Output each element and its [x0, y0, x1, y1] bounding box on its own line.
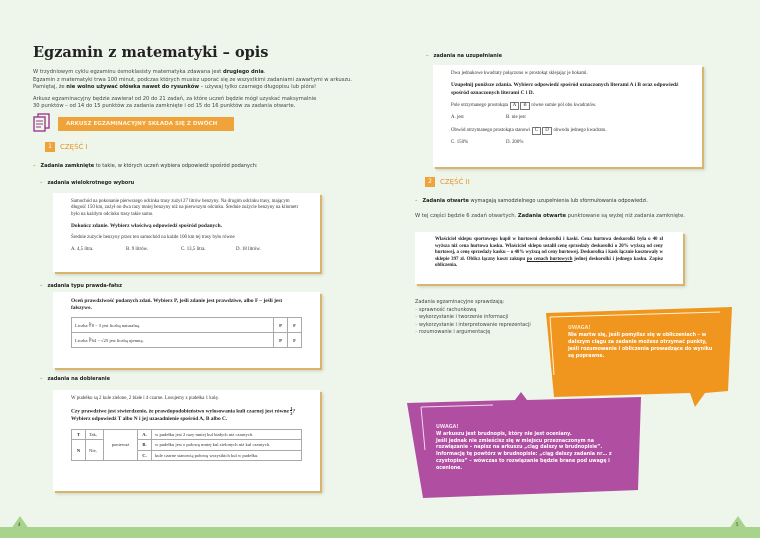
fill-label: – zadania na uzupełnianie	[426, 53, 502, 59]
closed-tasks-bullet: – Zadania zamknięte to takie, w których u…	[33, 163, 258, 169]
match-example-box: W pudełku są 2 kule zielone, 2 białe i 4…	[53, 390, 320, 491]
mc-example-box: Samochód na pokonanie pierwszego odcinka…	[53, 193, 320, 272]
part-number: 1	[45, 142, 55, 152]
note-2: UWAGA! W arkuszu jest brudnopis, który n…	[436, 425, 612, 471]
document-icon	[33, 113, 50, 132]
part-number: 2	[425, 177, 435, 187]
intro: W trzydniowym cyklu egzaminu ósmoklasist…	[33, 69, 352, 110]
note-1: UWAGA! Nie martw się, jeśli pomylisz się…	[568, 326, 713, 359]
page-number-left: 4	[18, 522, 21, 527]
section-banner: ARKUSZ EGZAMINACYJNY SKŁADA SIĘ Z DWÓCH …	[58, 117, 234, 141]
page-marker-right	[729, 516, 747, 529]
match-table: T Tak, ponieważ A. w pudełku jest 2 razy mni…	[71, 428, 302, 462]
part-1-heading: 1 CZĘŚĆ I	[45, 142, 88, 152]
orange-speech-bubble	[546, 307, 732, 407]
tf-example-box: Oceń prawdziwość podanych zdań. Wybierz …	[53, 292, 320, 368]
part-2-heading: 2 CZĘŚĆ II	[425, 177, 470, 187]
page-marker-left	[11, 516, 29, 529]
fill-example-box: Dwa jednakowe kwadraty połączono w prost…	[433, 65, 702, 167]
match-label: – zadania na dobieranie	[40, 376, 111, 382]
tf-table: Liczba ∛8 − 3 jest liczbą naturalną. P F L…	[71, 317, 302, 349]
footer-bar	[0, 527, 760, 538]
open-example-box: Właściciel sklepu sportowego kupił w hur…	[415, 232, 683, 284]
page-title: Egzamin z matematyki – opis	[33, 44, 269, 61]
page-number-right: 5	[736, 522, 739, 527]
part-label: CZĘŚĆ II	[440, 178, 470, 186]
open-tasks-info: W tej części będzie 6 zadań otwartych. Z…	[415, 213, 685, 219]
open-tasks-bullet: – Zadania otwarte wymagają samodzielnego …	[415, 198, 648, 204]
purple-speech-bubble	[407, 392, 641, 498]
tf-label: – zadania typu prawda-fałsz	[40, 283, 123, 289]
mc-label: – zadania wielokrotnego wyboru	[40, 180, 135, 186]
part-label: CZĘŚĆ I	[60, 143, 88, 151]
checks-list: Zadania egzaminacyjne sprawdzają: – spra…	[415, 299, 531, 336]
